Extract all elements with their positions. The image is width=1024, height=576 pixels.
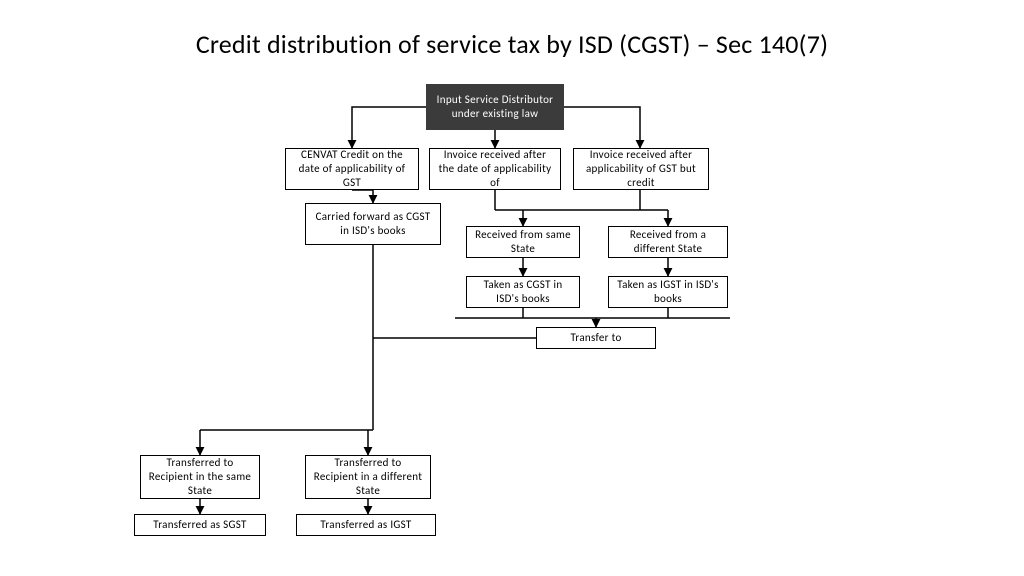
flowchart-node-diffState: Received from a different State — [608, 226, 728, 258]
flowchart-node-invAfterDate: Invoice received after the date of appli… — [429, 148, 561, 190]
flowchart-edge — [352, 190, 373, 203]
flowchart-node-carried: Carried forward as CGST in ISD's books — [305, 203, 441, 245]
flowchart-edge — [352, 107, 426, 148]
flowchart-node-invAfterGST: Invoice received after applicability of … — [573, 148, 709, 190]
flowchart-node-takenIGST: Taken as IGST in ISD's books — [608, 276, 728, 308]
flowchart-canvas: Input Service Distributor under existing… — [0, 0, 1024, 576]
flowchart-node-asSGST: Transferred as SGST — [134, 514, 266, 536]
flowchart-node-cenvat: CENVAT Credit on the date of applicabili… — [285, 148, 419, 190]
flowchart-node-root: Input Service Distributor under existing… — [426, 84, 564, 130]
flowchart-node-transferTo: Transfer to — [536, 327, 656, 349]
flowchart-node-takenCGST: Taken as CGST in ISD's books — [466, 276, 580, 308]
flowchart-node-sameState: Received from same State — [466, 226, 580, 258]
flowchart-node-asIGST: Transferred as IGST — [296, 514, 436, 536]
flowchart-edge — [564, 107, 640, 148]
flowchart-node-recSame: Transferred to Recipient in the same Sta… — [140, 455, 260, 499]
flowchart-node-recDiff: Transferred to Recipient in a different … — [305, 455, 431, 499]
